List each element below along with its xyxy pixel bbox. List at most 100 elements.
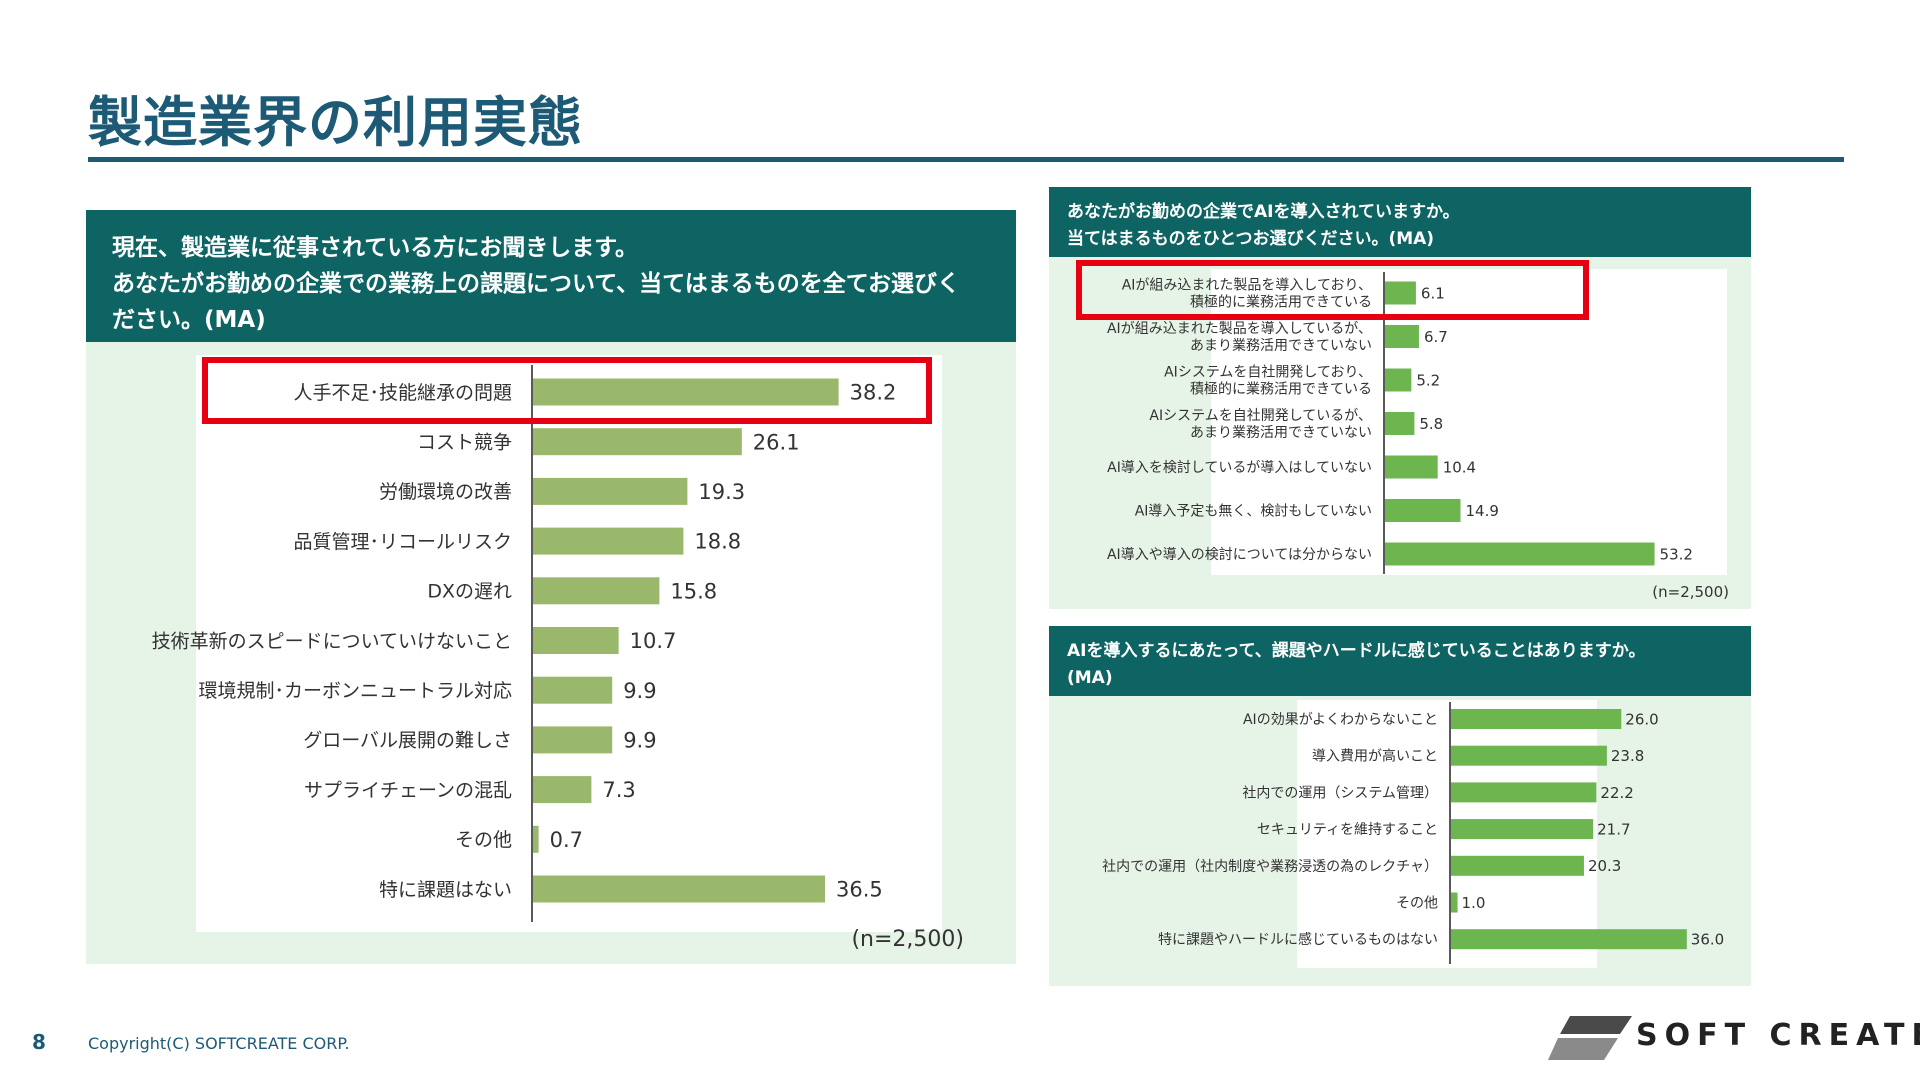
category-label: その他 xyxy=(455,829,512,851)
logo-mark-icon xyxy=(1548,1016,1632,1060)
data-label: 10.4 xyxy=(1443,458,1476,476)
ai-adoption-question: あなたがお勤めの企業でAIを導入されていますか。 当てはまるものをひとつお選びく… xyxy=(1049,187,1751,257)
question-line: 現在、製造業に従事されている方にお聞きします。 xyxy=(112,235,639,261)
category-label: グローバル展開の難しさ xyxy=(303,730,512,752)
data-label: 23.8 xyxy=(1611,747,1644,765)
bar xyxy=(1451,855,1584,876)
category-label: コスト競争 xyxy=(417,432,512,454)
category-label: AIシステムを自社開発しており、 xyxy=(1164,365,1372,381)
data-label: 21.7 xyxy=(1597,821,1630,839)
bar xyxy=(1385,281,1416,305)
data-label: 36.5 xyxy=(836,878,883,902)
title-underline xyxy=(88,157,1844,162)
category-label: AIシステムを自社開発しているが、 xyxy=(1149,408,1372,424)
category-label: 労働環境の改善 xyxy=(379,481,512,503)
category-label: 積極的に業務活用できている xyxy=(1190,382,1372,398)
bar xyxy=(533,378,839,406)
data-label: 53.2 xyxy=(1660,545,1693,563)
question-line: AIを導入するにあたって、課題やハードルに感じていることはありますか。 xyxy=(1067,641,1646,661)
category-label: 社内での運用（システム管理） xyxy=(1242,785,1438,801)
data-label: 18.8 xyxy=(694,530,741,554)
bar xyxy=(533,527,684,555)
bar xyxy=(533,428,742,456)
data-label: 6.7 xyxy=(1424,328,1448,346)
data-label: 19.3 xyxy=(698,480,745,504)
category-label: 環境規制･カーボンニュートラル対応 xyxy=(198,680,512,702)
bar xyxy=(1451,782,1597,803)
bar xyxy=(1385,455,1438,479)
ai-hurdles-bar-chart: 26.0 AIの効果がよくわからないこと 23.8 導入費用が高いこと 22.2 社内での… xyxy=(1102,702,1724,964)
category-label: サプライチェーンの混乱 xyxy=(304,779,512,801)
data-label: 5.2 xyxy=(1416,371,1440,389)
category-label: AIが組み込まれた製品を導入しているが、 xyxy=(1107,321,1372,337)
data-label: 22.2 xyxy=(1600,784,1633,802)
bar xyxy=(533,477,688,505)
sample-size-label: (n=2,500) xyxy=(851,927,964,952)
bar xyxy=(1385,542,1655,566)
data-label: 0.7 xyxy=(550,828,583,852)
data-label: 26.1 xyxy=(753,430,800,454)
ai-adoption-plot-area xyxy=(1211,269,1727,575)
bar xyxy=(533,776,592,804)
bar xyxy=(1451,745,1607,766)
page-number: 8 xyxy=(32,1030,46,1054)
data-label: 38.2 xyxy=(850,381,897,405)
data-label: 1.0 xyxy=(1462,894,1486,912)
data-label: 36.0 xyxy=(1691,931,1724,949)
category-label: セキュリティを維持すること xyxy=(1257,822,1438,838)
category-label: あまり業務活用できていない xyxy=(1190,425,1372,441)
data-label: 7.3 xyxy=(602,778,635,802)
data-label: 26.0 xyxy=(1625,710,1658,728)
category-label: 積極的に業務活用できている xyxy=(1190,295,1372,311)
category-label: 人手不足･技能継承の問題 xyxy=(293,382,512,404)
highlight-box-challenges xyxy=(202,357,932,424)
challenges-panel: 現在、製造業に従事されている方にお聞きします。 あなたがお勤めの企業での業務上の… xyxy=(86,210,1016,964)
page-title: 製造業界の利用実態 xyxy=(88,91,583,154)
data-label: 5.8 xyxy=(1419,415,1443,433)
bar xyxy=(1451,929,1687,950)
bar xyxy=(1451,892,1458,913)
data-label: 20.3 xyxy=(1588,857,1621,875)
category-label: 導入費用が高いこと xyxy=(1312,748,1438,765)
bar xyxy=(533,676,613,704)
category-label: あまり業務活用できていない xyxy=(1190,338,1372,354)
question-line: ださい。(MA) xyxy=(112,307,266,333)
bar xyxy=(1385,412,1415,435)
copyright-text: Copyright(C) SOFTCREATE CORP. xyxy=(88,1034,350,1053)
ai-hurdles-panel: AIを導入するにあたって、課題やハードルに感じていることはありますか。 (MA)… xyxy=(1049,626,1751,986)
bar xyxy=(1451,709,1622,729)
bar xyxy=(1451,819,1594,840)
logo-text: SOFT CREATE xyxy=(1636,1018,1920,1053)
bar xyxy=(1385,499,1461,522)
bar xyxy=(533,875,825,903)
category-label: 品質管理･リコールリスク xyxy=(293,531,512,553)
question-line: (MA) xyxy=(1067,668,1113,688)
category-label: AIの効果がよくわからないこと xyxy=(1243,712,1438,728)
ai-adoption-bar-chart: 6.1 AIが組み込まれた製品を導入しており、積極的に業務活用できている 6.7 AI… xyxy=(1107,272,1693,574)
category-label: 特に課題はない xyxy=(379,879,512,901)
question-line: あなたがお勤めの企業でAIを導入されていますか。 xyxy=(1067,202,1460,222)
data-label: 9.9 xyxy=(623,679,656,703)
bar xyxy=(533,627,619,654)
company-logo: SOFT CREATE xyxy=(1548,1016,1920,1062)
challenges-question: 現在、製造業に従事されている方にお聞きします。 あなたがお勤めの企業での業務上の… xyxy=(86,210,1016,342)
data-label: 15.8 xyxy=(670,579,717,603)
bar xyxy=(1385,325,1419,348)
category-label: AI導入を検討しているが導入はしていない xyxy=(1107,460,1372,476)
question-line: 当てはまるものをひとつお選びください。(MA) xyxy=(1067,229,1435,249)
highlight-box-ai-adoption xyxy=(1076,260,1589,320)
category-label: AI導入予定も無く、検討もしていない xyxy=(1135,504,1372,520)
bar xyxy=(1385,368,1412,392)
challenges-bar-chart: 38.2 人手不足･技能継承の問題 26.1 コスト競争 19.3 労働環境の改善 18.8… xyxy=(152,365,897,922)
ai-adoption-panel: あなたがお勤めの企業でAIを導入されていますか。 当てはまるものをひとつお選びく… xyxy=(1049,187,1751,609)
bar xyxy=(533,577,660,605)
bar xyxy=(533,825,539,853)
question-line: あなたがお勤めの企業での業務上の課題について、当てはまるものを全てお選びく xyxy=(112,271,961,297)
ai-hurdles-question: AIを導入するにあたって、課題やハードルに感じていることはありますか。 (MA) xyxy=(1049,626,1751,696)
data-label: 14.9 xyxy=(1465,502,1498,520)
bar xyxy=(533,726,613,754)
category-label: DXの遅れ xyxy=(427,581,512,603)
sample-size-label: (n=2,500) xyxy=(1652,583,1729,601)
data-label: 9.9 xyxy=(623,728,656,752)
data-label: 6.1 xyxy=(1421,284,1445,302)
